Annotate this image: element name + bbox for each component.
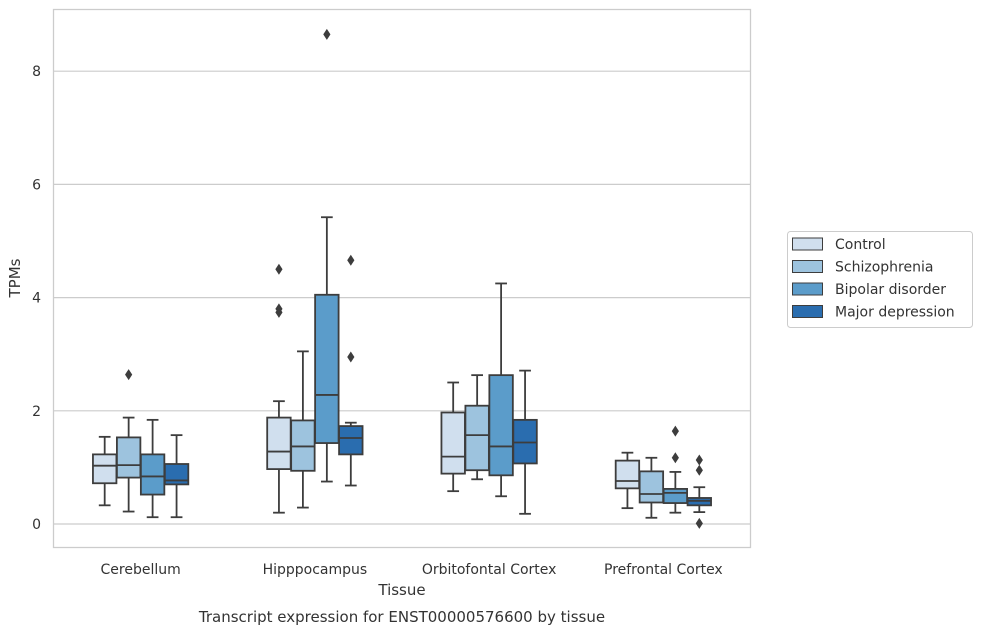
- legend-label: Major depression: [835, 305, 955, 321]
- legend-swatch: [792, 282, 823, 296]
- box: [488, 374, 514, 477]
- legend-swatch: [792, 260, 823, 273]
- chart-caption: Transcript expression for ENST0000057660…: [198, 608, 605, 626]
- outlier-point: [671, 425, 679, 437]
- outlier-point: [275, 263, 283, 275]
- plot-frame: [52, 8, 752, 549]
- outlier-point: [695, 464, 703, 476]
- box: [314, 293, 340, 444]
- box: [662, 488, 688, 504]
- x-axis-label: Tissue: [377, 581, 425, 599]
- y-tick-label: 8: [32, 64, 41, 80]
- series-group: [163, 254, 712, 529]
- y-tick-labels: 0 2 4 6 8: [32, 64, 41, 533]
- box-series: [92, 28, 712, 529]
- box: [440, 411, 466, 475]
- y-tick-label: 4: [32, 291, 41, 307]
- box: [92, 453, 118, 485]
- y-tick-label: 2: [32, 404, 41, 420]
- x-tick-label: Cerebellum: [101, 562, 181, 578]
- y-tick-label: 0: [32, 517, 41, 533]
- outlier-point: [275, 303, 283, 315]
- y-tick-label: 6: [32, 177, 41, 193]
- box: [266, 416, 292, 470]
- x-tick-label: Prefrontal Cortex: [604, 562, 723, 578]
- series-group: [139, 28, 688, 519]
- legend-label: Bipolar disorder: [835, 282, 946, 298]
- x-tick-labels: Cerebellum Hipppocampus Orbitofontal Corte…: [101, 562, 723, 578]
- box: [163, 463, 190, 486]
- legend-label: Control: [835, 237, 886, 253]
- outlier-point: [695, 454, 703, 466]
- box: [464, 404, 490, 472]
- legend: Control Schizophrenia Bipolar disorder Majo…: [787, 231, 973, 328]
- box: [338, 425, 364, 456]
- legend-frame: [787, 231, 973, 328]
- box: [139, 453, 166, 496]
- outlier-point: [125, 369, 133, 381]
- box: [116, 436, 142, 479]
- outlier-point: [347, 351, 355, 363]
- outlier-point: [347, 254, 355, 266]
- box: [614, 459, 641, 490]
- legend-swatch: [792, 305, 823, 318]
- x-tick-label: Orbitofontal Cortex: [422, 562, 557, 578]
- outlier-point: [695, 517, 703, 529]
- outlier-point: [323, 28, 331, 40]
- y-axis-label: TPMs: [6, 258, 24, 298]
- outlier-point: [671, 452, 679, 464]
- legend-swatch: [792, 237, 823, 251]
- box: [638, 470, 665, 504]
- x-tick-label: Hipppocampus: [263, 562, 368, 578]
- gridlines: [53, 70, 751, 525]
- legend-label: Schizophrenia: [835, 260, 933, 276]
